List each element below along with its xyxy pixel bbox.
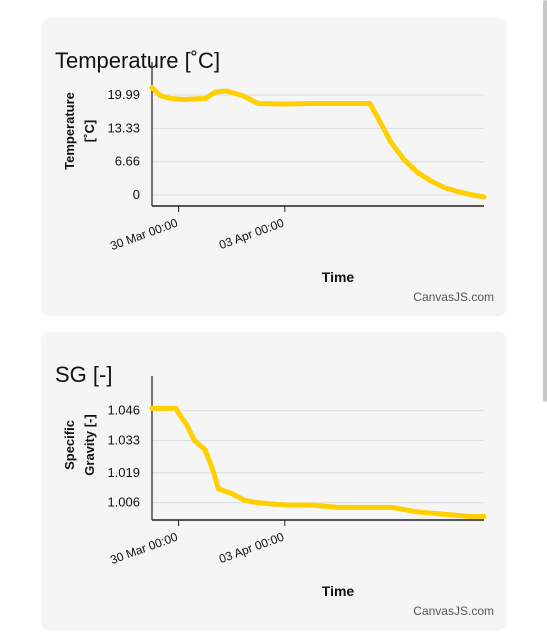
temperature-chart: 19.99 13.33 6.66 0 30 Mar 00:00 03 Apr 00:00 T…: [62, 62, 487, 285]
sg-chart-credit[interactable]: CanvasJS.com: [413, 604, 494, 618]
sg-y-tick-label: 1.006: [107, 495, 140, 510]
sg-chart: 1.046 1.033 1.019 1.006 30 Mar 00:00 03 Apr 0…: [62, 376, 487, 599]
sg-x-tick-label: 30 Mar 00:00: [108, 530, 180, 567]
sg-y-axis-title: Specific Gravity [-]: [62, 414, 97, 475]
temperature-y-axis-title: Temperature [˚C]: [62, 92, 97, 170]
sg-y-tick-label: 1.019: [107, 465, 140, 480]
sg-x-tick-label: 03 Apr 00:00: [217, 530, 286, 567]
temperature-x-tick-label: 30 Mar 00:00: [108, 216, 180, 253]
temperature-y-tick-label: 13.33: [107, 120, 140, 135]
sg-chart-card: SG [-] 1.046 1.033 1.019 1.006 30 Mar 00:00 0…: [42, 332, 506, 628]
sg-y-tick-label: 1.033: [107, 433, 140, 448]
temperature-x-axis-title: Time: [322, 269, 355, 285]
sg-y-tick-label: 1.046: [107, 403, 140, 418]
temperature-y-tick-label: 6.66: [115, 154, 140, 169]
temperature-y-tick-label: 19.99: [107, 87, 140, 102]
temperature-series-line[interactable]: [149, 85, 487, 200]
temperature-chart-card: Temperature [˚C] 19.99 13.33 6.66 0 30 Mar 0…: [42, 18, 506, 314]
page-scrollbar[interactable]: [543, 0, 547, 402]
temperature-x-tick-label: 03 Apr 00:00: [217, 216, 286, 253]
sg-series-line[interactable]: [149, 405, 487, 520]
temperature-chart-title: Temperature [˚C]: [55, 48, 221, 73]
sg-x-axis-title: Time: [322, 583, 355, 599]
temperature-y-tick-label: 0: [133, 187, 140, 202]
sg-chart-title: SG [-]: [55, 362, 113, 387]
temperature-chart-credit[interactable]: CanvasJS.com: [413, 290, 494, 304]
